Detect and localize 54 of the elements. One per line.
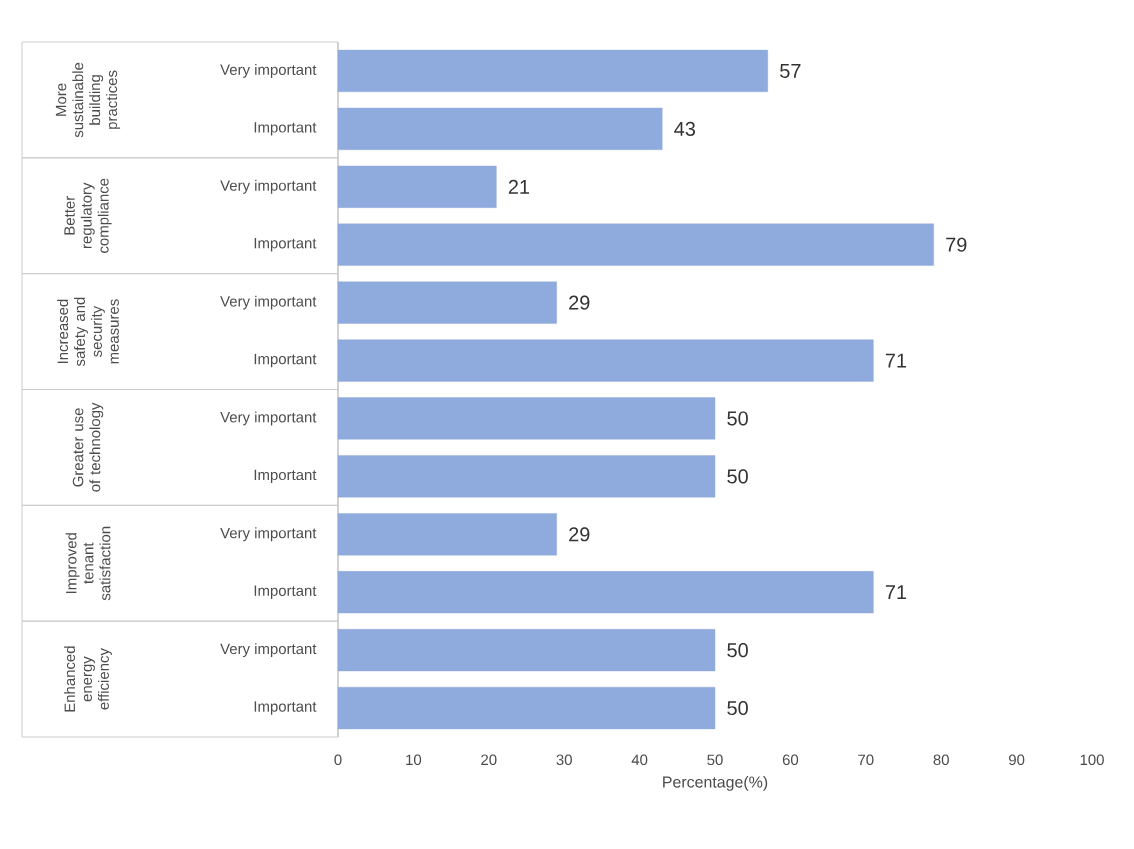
text: Improved tenant satisfaction	[65, 526, 111, 601]
bar	[337, 397, 716, 440]
y-tick-label: Important	[254, 238, 317, 252]
data-label: 50	[727, 469, 748, 484]
bar	[337, 49, 768, 93]
y-tick-label: Very important	[220, 411, 317, 426]
x-tick-label: 50	[707, 754, 723, 766]
x-axis-title: Percentage(%)	[663, 775, 768, 791]
data-label: 43	[674, 121, 696, 136]
x-tick-label: 100	[1080, 754, 1104, 766]
x-tick-label: 70	[858, 754, 874, 766]
data-label: 79	[946, 237, 967, 252]
data-label: 57	[780, 64, 801, 78]
x-tick-label: 30	[556, 754, 572, 766]
x-tick-label: 0	[334, 754, 342, 766]
bar	[337, 339, 874, 382]
x-tick-label: 60	[782, 754, 799, 766]
data-label: 50	[727, 411, 748, 426]
data-label: 71	[885, 353, 907, 368]
bar	[337, 687, 716, 730]
text: Enhanced energy efficiency	[64, 646, 112, 712]
y-tick-label: Very important	[220, 63, 317, 78]
y-tick-label: Important	[254, 122, 317, 136]
data-label: 71	[885, 585, 907, 600]
x-tick-label: 90	[1009, 754, 1025, 766]
y-tick-label: Important	[254, 469, 317, 484]
bar	[337, 281, 557, 324]
y-tick-label: Very important	[220, 295, 317, 310]
bar	[337, 455, 716, 498]
x-tick-label: 20	[481, 754, 497, 766]
bar	[337, 107, 663, 150]
y-tick-label: Important	[254, 585, 317, 599]
bar	[337, 165, 497, 208]
x-tick-label: 80	[933, 754, 949, 766]
bar	[337, 629, 716, 672]
text: Increased safety and security measures	[57, 297, 119, 367]
bar	[337, 513, 557, 556]
y-tick-label: Very important	[220, 179, 317, 194]
text: Better regulatory compliance	[64, 178, 112, 253]
y-tick-label: Very important	[220, 643, 317, 658]
data-label: 50	[727, 643, 748, 658]
data-label: 29	[569, 527, 590, 542]
data-label: 29	[569, 295, 590, 310]
y-tick-label: Important	[254, 353, 317, 368]
x-tick-label: 10	[406, 754, 422, 766]
bar	[337, 571, 874, 614]
data-label: 21	[508, 179, 530, 194]
y-tick-label: Very important	[220, 527, 317, 542]
text: More sustainable building practices	[55, 62, 121, 138]
bar	[337, 223, 934, 266]
x-tick-label: 40	[631, 754, 648, 766]
data-label: 50	[727, 701, 748, 716]
y-tick-label: Important	[254, 701, 317, 715]
text: Greater use of technology	[72, 402, 104, 492]
